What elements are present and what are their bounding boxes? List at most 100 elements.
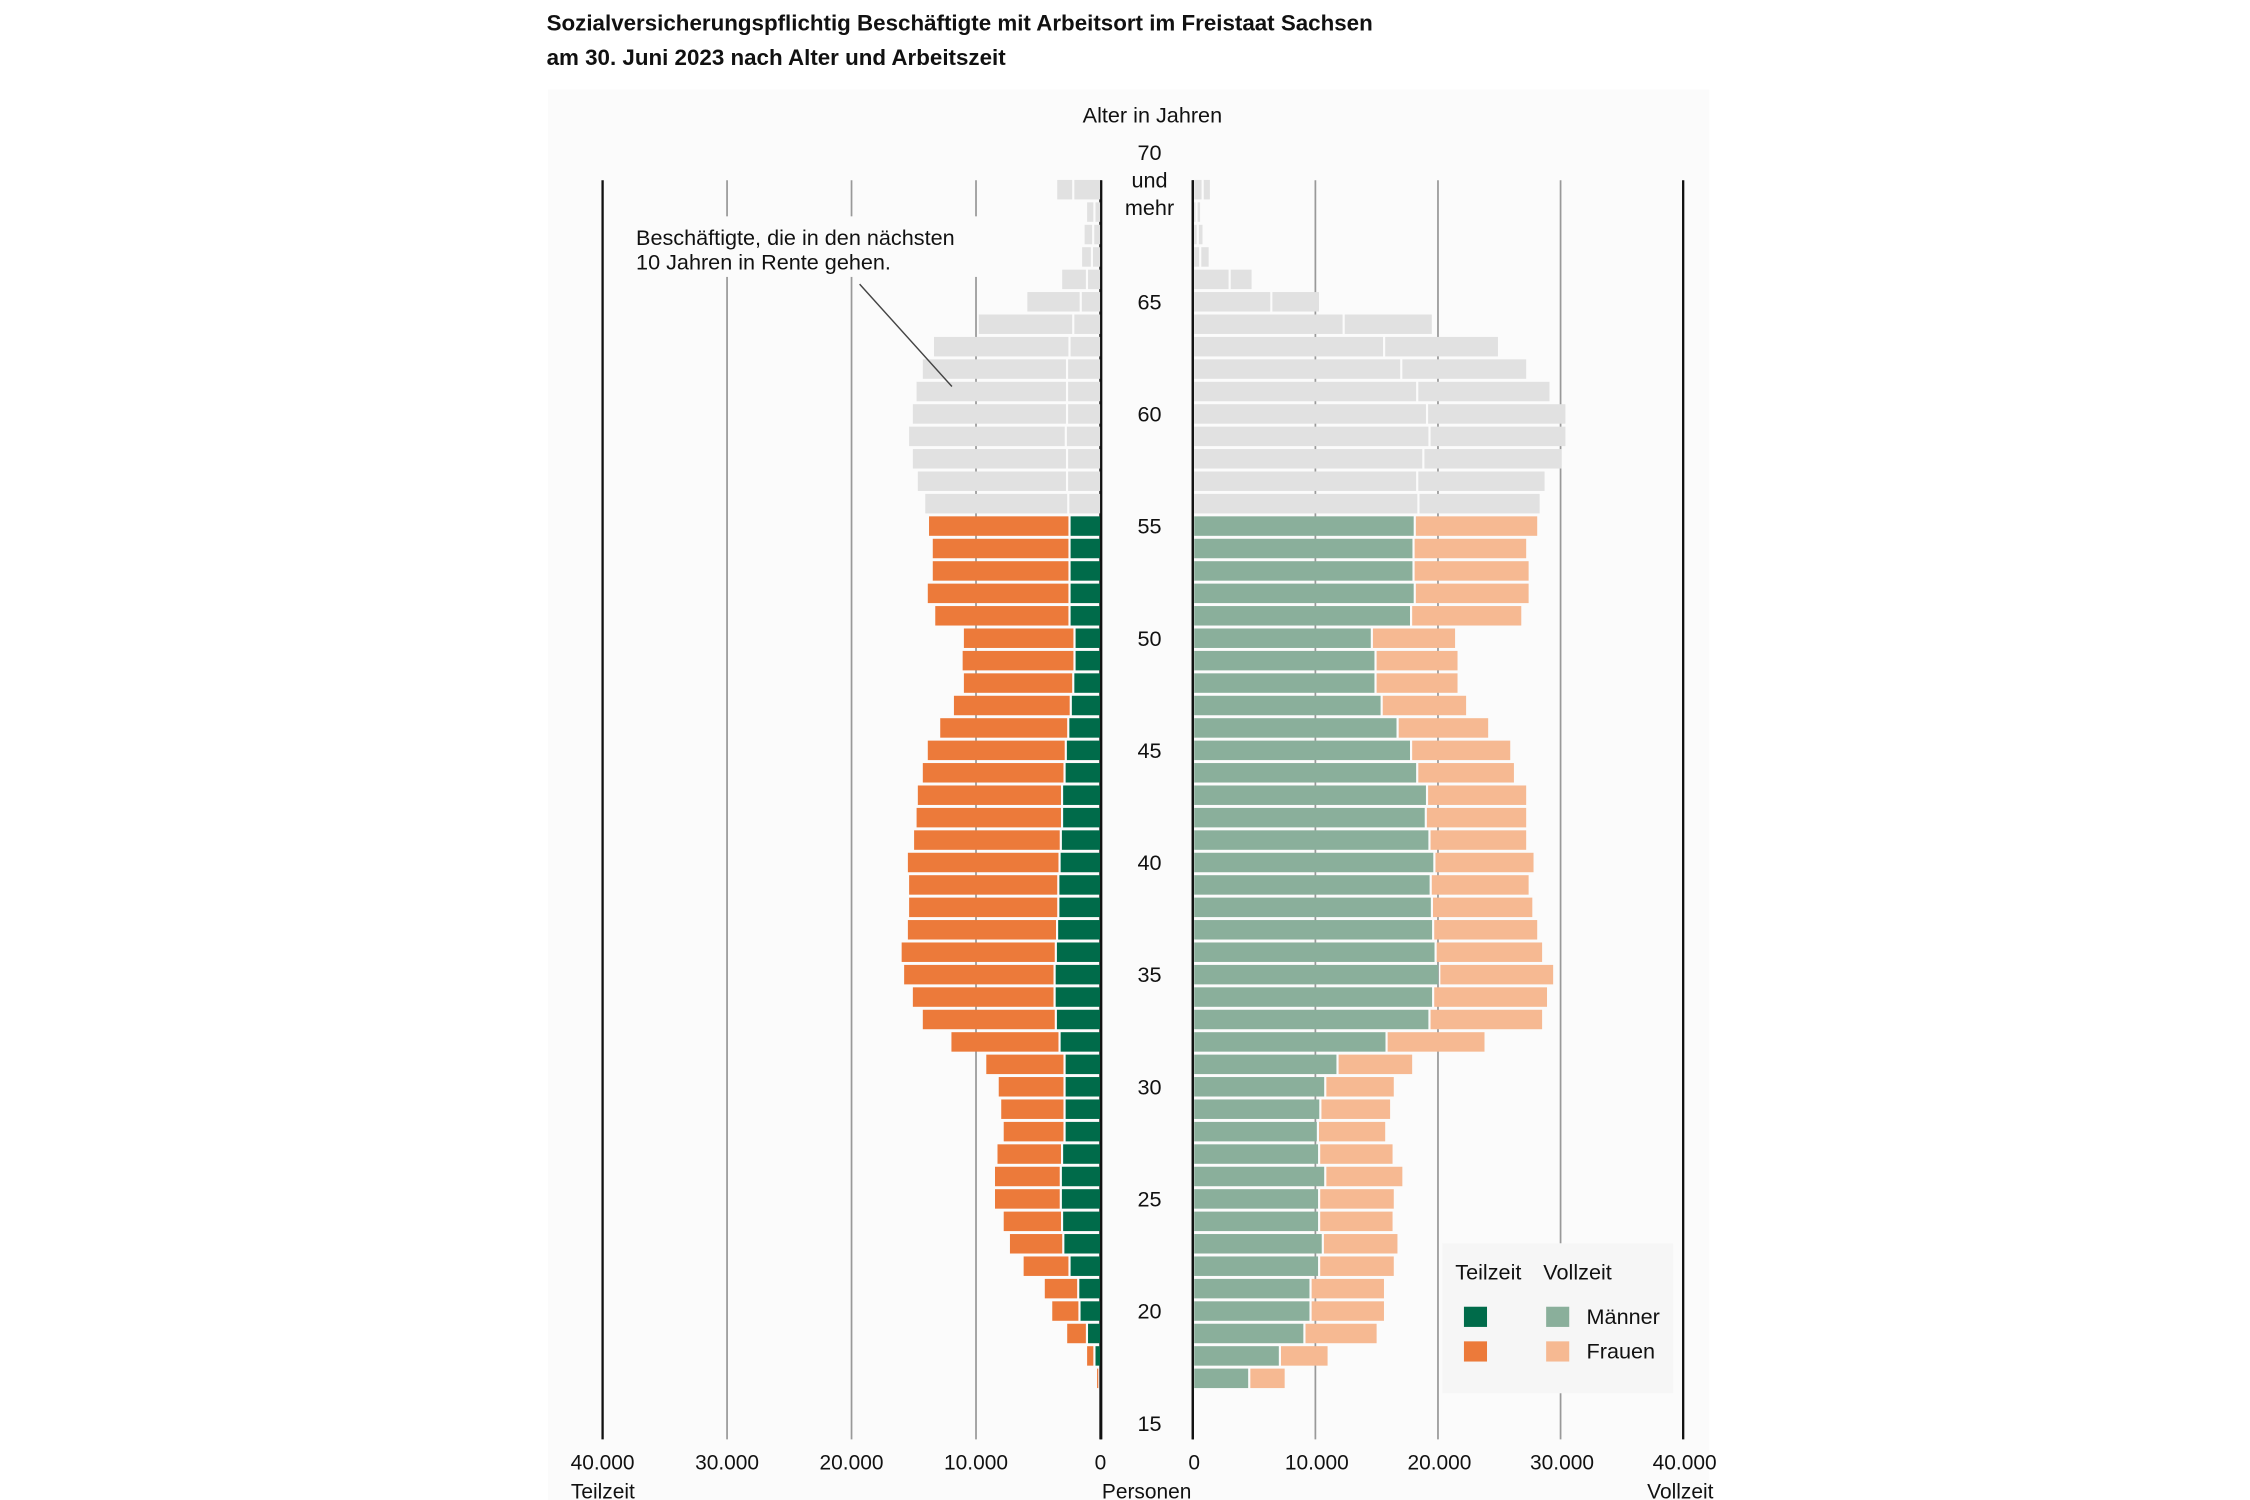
bar-vollzeit-maenner-44	[1194, 763, 1417, 783]
bar-vollzeit-maenner-40	[1194, 852, 1434, 873]
bar-teilzeit-maenner-55	[1070, 516, 1101, 536]
bar-teilzeit-maenner-33	[1056, 1009, 1101, 1030]
right-side-label: Vollzeit	[1647, 1481, 1713, 1500]
bar-teilzeit-maenner-43	[1063, 785, 1101, 805]
bar-teilzeit-frauen-60	[912, 404, 1066, 424]
bar-vollzeit-frauen-18	[1280, 1346, 1328, 1366]
bar-teilzeit-frauen-29	[1001, 1099, 1064, 1119]
age-label-35: 35	[1137, 962, 1161, 987]
bar-vollzeit-frauen-69	[1197, 202, 1201, 222]
legend-swatch-teilzeit-maenner	[1463, 1306, 1488, 1327]
bar-vollzeit-maenner-39	[1194, 875, 1430, 895]
bar-vollzeit-maenner-61	[1194, 381, 1417, 402]
bar-teilzeit-frauen-54	[932, 538, 1069, 559]
bar-teilzeit-frauen-36	[901, 942, 1055, 962]
bar-vollzeit-frauen-26	[1326, 1166, 1403, 1187]
bar-vollzeit-maenner-17	[1194, 1368, 1249, 1389]
bar-vollzeit-maenner-34	[1194, 987, 1433, 1007]
bar-teilzeit-maenner-53	[1070, 561, 1101, 581]
bar-vollzeit-frauen-44	[1418, 763, 1514, 783]
x-tick-labels: 40.000 30.000 20.000 10.000 0 0 10.000 20.000 30…	[571, 1452, 1717, 1475]
bar-teilzeit-frauen-47	[953, 695, 1070, 716]
bar-vollzeit-maenner-56	[1194, 493, 1418, 514]
bar-teilzeit-frauen-40	[907, 852, 1059, 873]
bar-teilzeit-frauen-19	[1067, 1323, 1086, 1344]
bar-teilzeit-maenner-22	[1070, 1256, 1101, 1276]
bar-vollzeit-frauen-46	[1398, 718, 1489, 738]
chart-title-line1: Sozialversicherungspflichtig Beschäftigt…	[547, 10, 1373, 35]
x-tick-left-3: 10.000	[944, 1452, 1008, 1475]
x-tick-right-1: 10.000	[1285, 1452, 1349, 1475]
bar-vollzeit-frauen-41	[1430, 830, 1527, 850]
bar-teilzeit-maenner-42	[1063, 807, 1101, 828]
bar-vollzeit-frauen-53	[1414, 561, 1529, 581]
bar-vollzeit-maenner-54	[1194, 538, 1413, 559]
bar-teilzeit-frauen-32	[951, 1032, 1059, 1052]
bar-vollzeit-maenner-20	[1194, 1301, 1310, 1321]
bar-vollzeit-frauen-24	[1320, 1211, 1393, 1232]
bar-teilzeit-frauen-41	[914, 830, 1060, 850]
bar-teilzeit-maenner-29	[1065, 1099, 1101, 1119]
bar-vollzeit-frauen-20	[1311, 1301, 1384, 1321]
bar-teilzeit-frauen-57	[917, 471, 1066, 491]
bar-vollzeit-frauen-39	[1431, 875, 1529, 895]
annotation-pointer	[859, 283, 953, 388]
age-label-50: 50	[1137, 626, 1161, 651]
bar-vollzeit-maenner-25	[1194, 1189, 1319, 1209]
bar-teilzeit-maenner-32	[1060, 1032, 1101, 1052]
bar-teilzeit-frauen-59	[909, 426, 1065, 447]
bar-vollzeit-maenner-53	[1194, 561, 1413, 581]
x-tick-left-4: 0	[1095, 1452, 1107, 1475]
bar-vollzeit-maenner-60	[1194, 404, 1426, 424]
bar-teilzeit-maenner-49	[1075, 650, 1101, 671]
bar-vollzeit-frauen-55	[1415, 516, 1538, 536]
bar-vollzeit-maenner-29	[1194, 1099, 1320, 1119]
bar-teilzeit-maenner-56	[1069, 493, 1101, 514]
bar-vollzeit-frauen-63	[1385, 336, 1498, 357]
bar-teilzeit-maenner-58	[1068, 449, 1101, 469]
x-tick-left-0: 40.000	[571, 1452, 635, 1475]
bar-vollzeit-frauen-42	[1426, 807, 1527, 828]
bar-teilzeit-maenner-19	[1088, 1323, 1101, 1344]
bar-teilzeit-frauen-20	[1052, 1301, 1079, 1321]
legend: Teilzeit Vollzeit Männer Frauen	[1442, 1243, 1674, 1394]
bar-vollzeit-frauen-32	[1387, 1032, 1485, 1052]
bar-vollzeit-maenner-32	[1194, 1032, 1386, 1052]
bar-teilzeit-frauen-44	[922, 763, 1064, 783]
bar-vollzeit-maenner-45	[1194, 740, 1410, 761]
bar-vollzeit-frauen-58	[1424, 449, 1562, 469]
bar-teilzeit-frauen-23	[1009, 1234, 1063, 1254]
x-tick-right-3: 30.000	[1530, 1452, 1594, 1475]
age-label-30: 30	[1137, 1074, 1161, 1099]
bar-teilzeit-maenner-54	[1070, 538, 1101, 559]
bar-vollzeit-frauen-31	[1338, 1054, 1413, 1075]
bar-teilzeit-maenner-48	[1074, 673, 1101, 693]
left-side-label: Teilzeit	[571, 1481, 635, 1500]
bar-vollzeit-frauen-56	[1419, 493, 1540, 514]
bar-teilzeit-maenner-70	[1074, 179, 1101, 200]
bar-teilzeit-maenner-61	[1068, 381, 1101, 402]
bar-teilzeit-maenner-40	[1060, 852, 1101, 873]
bar-teilzeit-frauen-51	[935, 606, 1069, 626]
legend-swatch-vollzeit-maenner	[1546, 1306, 1570, 1327]
x-tick-right-0: 0	[1188, 1452, 1200, 1475]
bar-teilzeit-frauen-25	[995, 1189, 1060, 1209]
bar-vollzeit-maenner-31	[1194, 1054, 1337, 1075]
bar-teilzeit-maenner-59	[1066, 426, 1101, 447]
bar-vollzeit-maenner-47	[1194, 695, 1381, 716]
bar-vollzeit-maenner-59	[1194, 426, 1429, 447]
chart-title-line2: am 30. Juni 2023 nach Alter und Arbeitsz…	[547, 45, 1007, 70]
age-label-40: 40	[1137, 850, 1161, 875]
bar-vollzeit-frauen-29	[1321, 1099, 1391, 1119]
bar-vollzeit-maenner-67	[1194, 247, 1200, 267]
age-label-15: 15	[1137, 1411, 1161, 1436]
bar-teilzeit-frauen-68	[1084, 224, 1093, 245]
bar-vollzeit-frauen-57	[1418, 471, 1545, 491]
bar-teilzeit-frauen-38	[909, 897, 1058, 918]
bar-teilzeit-maenner-52	[1070, 583, 1101, 604]
bar-vollzeit-frauen-51	[1412, 606, 1522, 626]
bar-vollzeit-maenner-69	[1194, 202, 1196, 222]
bar-teilzeit-maenner-66	[1088, 269, 1101, 290]
bar-teilzeit-maenner-41	[1061, 830, 1101, 850]
